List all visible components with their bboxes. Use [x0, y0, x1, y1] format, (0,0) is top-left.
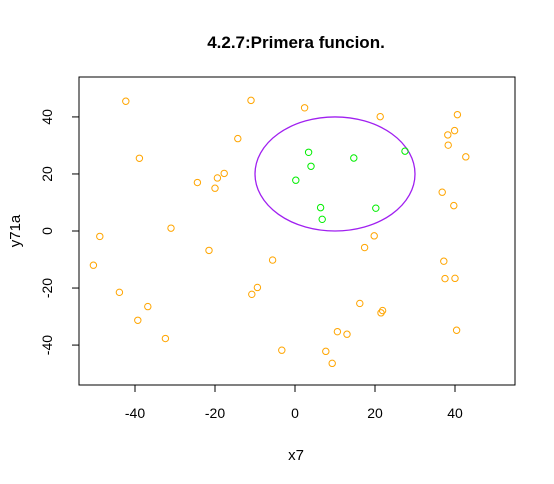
x-tick-label: -40	[125, 405, 145, 421]
data-point	[451, 274, 459, 283]
x-tick-label: 20	[367, 405, 383, 421]
data-point	[450, 126, 459, 135]
data-point	[316, 203, 325, 212]
data-point	[328, 359, 336, 368]
y-tick-label: -40	[39, 335, 55, 355]
data-point	[438, 188, 446, 196]
data-point	[161, 334, 170, 343]
data-point	[234, 134, 242, 143]
data-point	[452, 326, 461, 334]
data-point	[307, 162, 315, 170]
data-point	[96, 232, 104, 241]
boundary-circle	[254, 116, 416, 232]
points-layer	[89, 96, 470, 368]
data-point	[300, 104, 309, 112]
data-point	[333, 327, 342, 336]
data-point	[205, 246, 213, 255]
data-point	[278, 346, 286, 354]
data-point	[213, 174, 222, 182]
data-point	[304, 148, 313, 156]
data-point	[318, 215, 326, 224]
y-axis-label: y71a	[7, 214, 24, 247]
y-tick-label: 40	[39, 109, 55, 125]
y-axis: -40 -20 0 20 40	[39, 109, 80, 355]
data-point	[89, 261, 98, 269]
data-point	[135, 154, 144, 162]
data-point	[370, 232, 378, 240]
data-point	[350, 154, 358, 162]
data-point	[440, 257, 448, 265]
data-point	[441, 274, 449, 283]
y-tick-label: -20	[39, 278, 55, 298]
data-point	[292, 176, 300, 184]
data-point	[211, 184, 219, 192]
x-tick-label: -20	[205, 405, 225, 421]
data-point	[378, 306, 387, 315]
circle-layer	[254, 116, 416, 232]
data-point	[193, 178, 202, 187]
y-tick-label: 20	[39, 166, 55, 182]
data-point	[322, 347, 330, 356]
data-point	[356, 299, 364, 308]
data-point	[377, 309, 385, 317]
data-point	[115, 288, 124, 297]
data-point	[167, 224, 175, 232]
y-tick-label: 0	[39, 227, 55, 235]
data-point	[134, 316, 142, 324]
data-point	[122, 97, 130, 105]
data-point	[343, 330, 351, 338]
data-point	[247, 96, 255, 105]
data-point	[444, 131, 452, 139]
data-point	[372, 204, 380, 212]
data-point	[144, 302, 152, 311]
x-axis-label: x7	[288, 447, 304, 464]
data-point	[453, 110, 462, 119]
data-point	[444, 141, 452, 149]
data-point	[401, 147, 409, 155]
data-point	[248, 290, 256, 299]
x-tick-label: 40	[447, 405, 463, 421]
data-point	[376, 112, 384, 121]
data-point	[253, 283, 262, 292]
chart-title: 4.2.7:Primera funcion.	[207, 33, 385, 52]
data-point	[220, 169, 228, 178]
data-point	[462, 153, 470, 161]
data-point	[360, 243, 369, 252]
x-tick-label: 0	[291, 405, 299, 421]
data-point	[268, 256, 277, 264]
data-point	[450, 201, 458, 210]
x-axis: -40 -20 0 20 40	[125, 384, 463, 421]
